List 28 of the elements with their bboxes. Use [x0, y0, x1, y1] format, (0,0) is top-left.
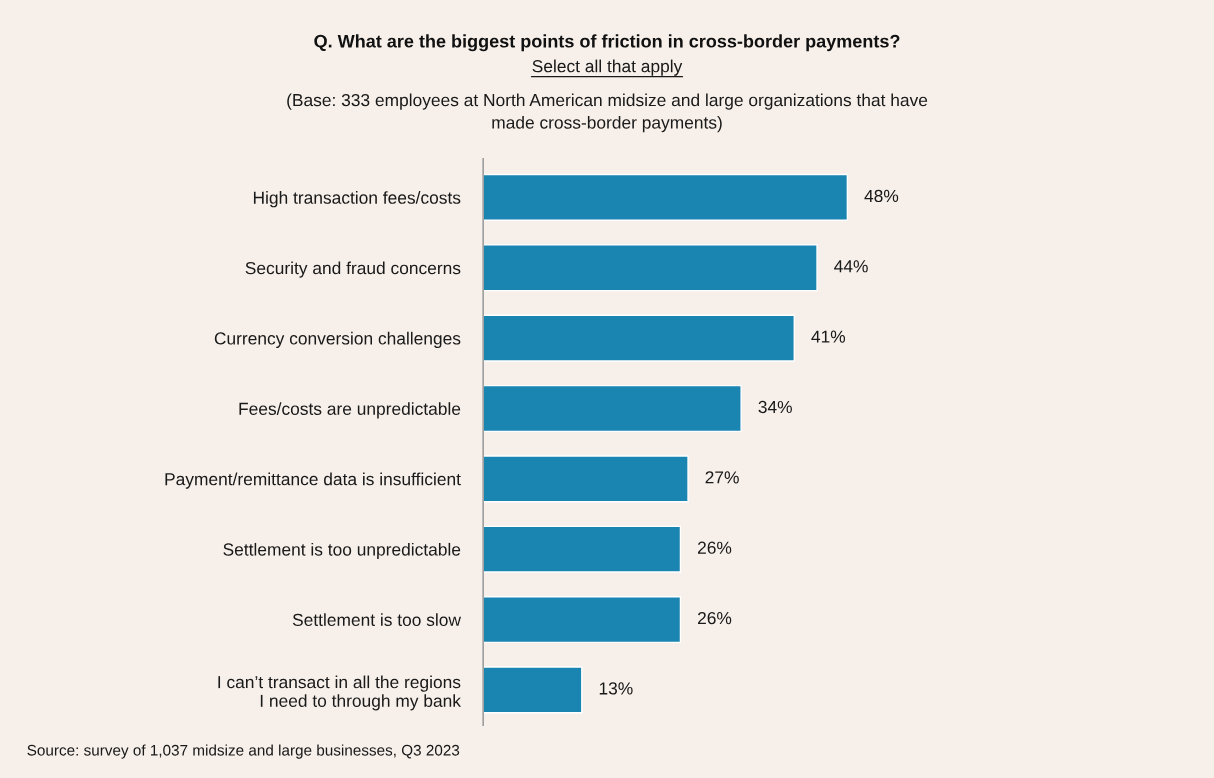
y-tick-label: Currency conversion challenges — [214, 331, 461, 349]
data-label: 26% — [697, 541, 732, 554]
y-tick-label: Payment/remittance data is insufficient — [165, 472, 461, 489]
y-tick-label: Security and fraud concerns — [245, 261, 461, 278]
data-label: 34% — [758, 400, 792, 414]
y-tick-label: Settlement is too unpredictable — [223, 542, 461, 560]
bar — [483, 384, 742, 433]
y-tick-label: Settlement is too slow — [292, 613, 461, 627]
y-tick-label: High transaction fees/costs — [253, 191, 461, 208]
data-label: 41% — [811, 330, 846, 343]
data-label: 44% — [834, 260, 868, 273]
chart-title: Q. What are the biggest points of friction in cross-border payments? — [314, 34, 900, 52]
bar — [483, 666, 583, 714]
bar — [483, 455, 689, 503]
source-note: Source: survey of 1,037 midsize and large businesses, Q3 2023 — [27, 744, 460, 759]
data-label: 26% — [697, 611, 732, 625]
chart-subtitle: Select all that apply — [532, 59, 683, 76]
data-label: 48% — [864, 189, 899, 203]
text: (Base: 333 employees at North American midsize and large organizations that have made cross-border payments) — [287, 93, 928, 133]
bar — [483, 595, 682, 644]
y-tick-label: Fees/costs are unpredictable — [239, 402, 461, 419]
bar — [483, 173, 849, 221]
bar — [483, 244, 818, 292]
data-label: 13% — [599, 682, 633, 695]
bar — [483, 314, 795, 362]
data-label: 27% — [705, 471, 739, 484]
y-tick-label: I can’t transact in all the regions I need to through my bank — [218, 675, 461, 711]
bar — [483, 525, 682, 573]
